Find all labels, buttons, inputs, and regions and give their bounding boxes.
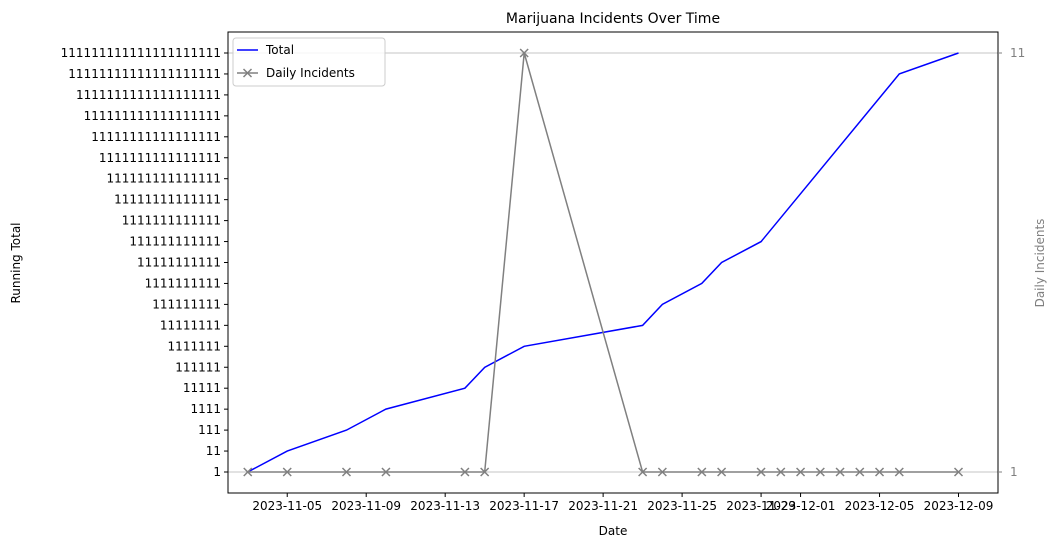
y-left-tick-label: 111111111111111111111 xyxy=(61,46,221,60)
series-marker-daily-incidents xyxy=(815,467,825,477)
series-line-daily-incidents xyxy=(247,52,959,473)
y-left-tick-label: 11111111111 xyxy=(137,256,221,270)
x-tick-label: 2023-12-05 xyxy=(845,499,915,513)
series-marker-daily-incidents xyxy=(381,467,391,477)
x-tick-label: 2023-11-13 xyxy=(410,499,480,513)
x-tick-label: 2023-11-29 xyxy=(726,499,796,513)
y-left-tick-label: 111111 xyxy=(175,360,221,374)
series-marker-daily-incidents xyxy=(953,467,964,477)
legend-frame xyxy=(232,37,386,87)
x-tick-label: 2023-12-09 xyxy=(924,499,994,513)
y-right-axis-ticks: 111 xyxy=(998,46,1025,479)
y-right-axis-label: Daily Incidents xyxy=(1033,219,1047,308)
series-marker-daily-incidents xyxy=(657,467,667,477)
x-axis-ticks: 2023-11-05 2023-11-09 2023-11-13 2023-11-17… xyxy=(252,493,993,513)
y-left-axis-ticks: 1111111111111111111111111111111111111111… xyxy=(61,46,228,479)
y-left-tick-label: 111111111111111 xyxy=(106,172,221,186)
series-marker-daily-incidents xyxy=(855,467,865,477)
y-left-tick-label: 111111111 xyxy=(152,297,221,311)
y-left-axis-label: Running Total xyxy=(9,222,23,303)
plot-frame xyxy=(227,31,999,494)
y-left-tick-label: 11111 xyxy=(183,381,221,395)
y-right-tick-label: 1 xyxy=(1010,465,1018,479)
x-tick-label: 2023-12-01 xyxy=(766,499,836,513)
y-left-tick-label: 1111111 xyxy=(168,339,221,353)
series-marker-daily-incidents xyxy=(341,467,351,477)
y-left-tick-label: 1111111111111 xyxy=(122,214,221,228)
x-tick-label: 2023-11-25 xyxy=(647,499,717,513)
series-marker-daily-incidents xyxy=(875,467,885,477)
y-left-tick-label: 1111111111 xyxy=(145,276,221,290)
y-left-tick-label: 1111 xyxy=(190,402,221,416)
grid-lines xyxy=(228,52,998,473)
x-tick-label: 2023-11-21 xyxy=(568,499,638,513)
series-marker-daily-incidents xyxy=(638,467,648,477)
series-marker-daily-incidents xyxy=(460,467,470,477)
series-marker-daily-incidents xyxy=(282,467,292,477)
y-left-tick-label: 11111111111111111 xyxy=(91,130,221,144)
series-marker-daily-incidents xyxy=(697,467,707,477)
x-tick-label: 2023-11-09 xyxy=(331,499,401,513)
y-left-tick-label: 1111111111111111 xyxy=(99,151,221,165)
y-left-tick-label: 1111111111111111111 xyxy=(76,88,221,102)
y-left-tick-label: 11 xyxy=(206,444,221,458)
y-right-tick-label: 11 xyxy=(1010,46,1025,60)
y-left-tick-label: 1 xyxy=(213,465,221,479)
y-left-tick-label: 11111111 xyxy=(160,318,221,332)
x-tick-label: 2023-11-17 xyxy=(489,499,559,513)
x-axis-label: Date xyxy=(599,524,628,538)
y-left-tick-label: 111111111111 xyxy=(129,235,221,249)
series-marker-daily-incidents xyxy=(519,48,529,58)
legend-label-daily: Daily Incidents xyxy=(266,66,355,80)
y-left-tick-label: 111 xyxy=(198,423,221,437)
y-left-tick-label: 111111111111111111 xyxy=(84,109,221,123)
series-marker-daily-incidents xyxy=(835,467,845,477)
series-line-total xyxy=(247,52,959,473)
series-marker-daily-incidents xyxy=(243,467,253,477)
y-left-tick-label: 11111111111111111111 xyxy=(68,67,221,81)
y-left-tick-label: 11111111111111 xyxy=(114,193,221,207)
legend: Total Daily Incidents xyxy=(232,37,386,87)
legend-label-total: Total xyxy=(265,43,294,57)
series-marker-daily-incidents xyxy=(894,467,904,477)
series-marker-daily-incidents xyxy=(796,467,806,477)
series-marker-daily-incidents xyxy=(756,467,766,477)
series-marker-daily-incidents xyxy=(776,467,786,477)
legend-marker-daily xyxy=(242,68,253,78)
series-layer xyxy=(243,48,964,477)
series-marker-daily-incidents xyxy=(480,467,490,477)
x-tick-label: 2023-11-05 xyxy=(252,499,322,513)
series-marker-daily-incidents xyxy=(717,467,727,477)
chart-title: Marijuana Incidents Over Time xyxy=(506,11,720,27)
